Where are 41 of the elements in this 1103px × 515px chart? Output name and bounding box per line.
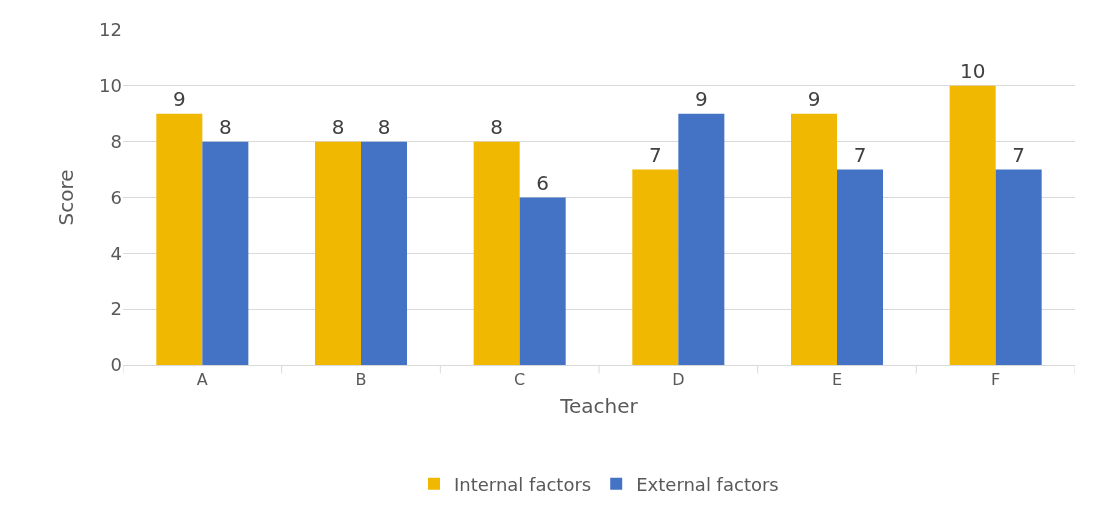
data-label: 9: [807, 86, 821, 111]
data-label: 10: [959, 58, 986, 83]
y-tick-label: 4: [110, 242, 122, 264]
bar: [949, 85, 996, 365]
bar: [519, 197, 566, 365]
bar: [314, 141, 361, 365]
bar: [361, 141, 408, 365]
y-tick-label: 12: [99, 19, 122, 41]
data-label: 7: [648, 142, 662, 167]
y-tick-label: 10: [99, 75, 122, 97]
data-label: 8: [377, 114, 391, 139]
bar: [632, 169, 679, 365]
bar: [678, 113, 725, 365]
y-tick-label: 0: [110, 354, 122, 376]
bar: [156, 113, 203, 365]
y-tick-label: 6: [110, 186, 122, 208]
x-tick-label: C: [514, 370, 526, 390]
bar: [790, 113, 837, 365]
bar: [473, 141, 520, 365]
data-label: 9: [172, 86, 186, 111]
y-tick-label: 2: [110, 298, 122, 320]
data-label: 7: [1012, 142, 1026, 167]
bar: [995, 169, 1042, 365]
data-label: 8: [331, 114, 345, 139]
data-label: 8: [218, 114, 232, 139]
bar: [837, 169, 884, 365]
y-axis-title: Score: [53, 169, 78, 226]
legend-label: External factors: [636, 473, 779, 495]
x-tick-label: D: [672, 370, 685, 390]
data-label: 8: [490, 114, 504, 139]
x-axis-title: Teacher: [559, 393, 639, 418]
x-tick-label: A: [196, 370, 208, 390]
x-tick-label: E: [831, 370, 843, 390]
bar: [202, 141, 249, 365]
x-tick-label: F: [991, 370, 1001, 390]
data-label: 6: [536, 170, 550, 195]
x-tick-label: B: [355, 370, 367, 390]
legend-label: Internal factors: [454, 473, 592, 495]
y-tick-label: 8: [110, 130, 122, 152]
data-label: 7: [853, 142, 867, 167]
data-label: 9: [694, 86, 708, 111]
